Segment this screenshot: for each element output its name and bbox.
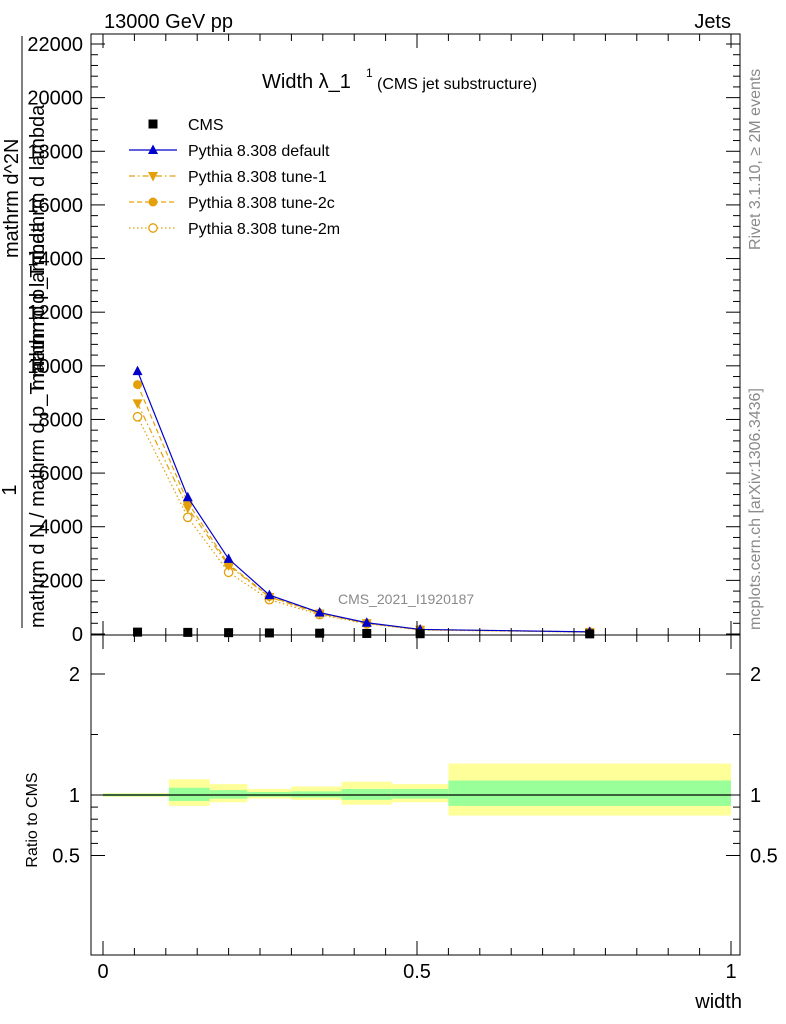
process-label: Jets [694, 11, 731, 33]
data-point [264, 628, 274, 638]
main-y-ticks: 0 2000 4000 6000 8000 10000 12000 14000 16000 180… [27, 34, 740, 646]
y-label-numerator: 1 [0, 484, 21, 495]
ratio-inner-band-bin [168, 787, 210, 802]
x-tick-label: 0.5 [403, 961, 431, 983]
data-point [132, 365, 143, 376]
legend-label: Pythia 8.308 default [188, 143, 330, 160]
legend-entry: Pythia 8.308 tune-2c [129, 195, 335, 212]
ratio-panel: 0.5 0.51 12 2 0 0.5 1 Ratio to CMS width [24, 34, 778, 1013]
data-point [223, 561, 234, 572]
ratio-inner-band-bin [391, 788, 449, 799]
y-label-inner-denominator: mathrm d p_T mathrm d lambda [27, 104, 49, 390]
data-point [361, 617, 372, 627]
data-point [223, 553, 234, 563]
legend-entry: Pythia 8.308 tune-2m [129, 221, 340, 238]
legend-marker [148, 144, 158, 154]
y-label-inner-numerator: mathrm d^2N [1, 139, 23, 258]
x-tick-label: 1 [725, 961, 736, 983]
legend-label: Pythia 8.308 tune-2c [188, 195, 335, 212]
y-tick-label: 20000 [27, 88, 83, 110]
data-point [182, 512, 193, 523]
ratio-y-tick-label: 2 [69, 664, 80, 686]
energy-label: 13000 GeV pp [104, 11, 233, 33]
x-tick-label: 0 [97, 961, 108, 983]
ratio-y-tick-label-right: 2 [750, 664, 761, 686]
ratio-y-tick-label-right: 0.5 [750, 846, 778, 868]
ratio-y-ticks: 0.5 0.5 1 1 2 2 [52, 664, 778, 868]
data-point [585, 629, 595, 639]
legend-label: Pythia 8.308 tune-1 [188, 169, 327, 186]
data-point [133, 627, 143, 637]
ratio-inner-band-bin [291, 791, 342, 798]
main-series [132, 365, 595, 639]
ratio-inner-band-bin [448, 780, 731, 806]
y-tick-label: 22000 [27, 34, 83, 56]
legend-marker [148, 223, 158, 233]
legend-entry: Pythia 8.308 default [129, 143, 330, 160]
legend-label: Pythia 8.308 tune-2m [188, 221, 340, 238]
ratio-y-label: Ratio to CMS [24, 772, 41, 867]
main-panel: 0 2000 4000 6000 8000 10000 12000 14000 16000 180… [27, 33, 741, 646]
y-tick-label: 8000 [39, 409, 84, 431]
chart-subtitle: (CMS jet substructure) [377, 76, 537, 93]
legend-label: CMS [188, 117, 224, 134]
ratio-inner-band-bin [341, 788, 392, 800]
data-point [314, 607, 325, 617]
mcplots-label: mcplots.cern.ch [arXiv:1306.3436] [747, 388, 764, 630]
series-line [136, 370, 590, 633]
data-point [415, 629, 425, 639]
data-point [133, 380, 143, 390]
y-tick-label: 14000 [27, 249, 83, 271]
analysis-watermark: CMS_2021_I1920187 [338, 591, 474, 607]
series-line [137, 416, 590, 633]
y-tick-label: 0 [72, 624, 83, 646]
y-label-denominator: mathrm d N / mathrm d p_T mathrm d lambd… [27, 221, 49, 628]
data-point [132, 399, 143, 409]
data-point [264, 589, 275, 600]
legend-marker [148, 172, 158, 182]
ratio-y-tick-label: 0.5 [52, 846, 80, 868]
ratio-x-ticks: 0 0.5 1 [97, 34, 737, 983]
data-point [132, 411, 143, 422]
ratio-inner-band-bin [247, 791, 292, 797]
ratio-y-tick-label-right: 1 [750, 785, 761, 807]
data-point [362, 628, 372, 638]
chart-title: Width λ_1 [262, 71, 351, 93]
y-tick-label: 12000 [27, 302, 83, 324]
legend-marker [148, 197, 158, 207]
legend-marker [148, 119, 158, 129]
main-y-label: 1 mathrm d N / mathrm d p_T mathrm d lam… [0, 36, 49, 628]
y-tick-label: 16000 [27, 195, 83, 217]
data-point [183, 627, 193, 637]
data-point [315, 628, 325, 638]
ratio-bands [103, 763, 731, 816]
x-axis-label: width [694, 991, 742, 1013]
chart-title-superscript: 1 [366, 66, 373, 80]
legend-entry: CMS [148, 117, 224, 134]
rivet-version-label: Rivet 3.1.10, ≥ 2M events [747, 69, 764, 250]
y-tick-label: 6000 [39, 463, 84, 485]
y-tick-label: 4000 [39, 517, 84, 539]
y-tick-label: 10000 [27, 356, 83, 378]
y-tick-label: 2000 [39, 570, 84, 592]
legend-entry: Pythia 8.308 tune-1 [129, 169, 327, 186]
ratio-y-tick-label: 1 [69, 785, 80, 807]
data-point [182, 491, 193, 502]
y-tick-label: 18000 [27, 141, 83, 163]
data-point [182, 503, 193, 514]
legend: CMS Pythia 8.308 default Pythia 8.308 tune… [129, 117, 340, 238]
ratio-inner-band-bin [209, 790, 248, 799]
